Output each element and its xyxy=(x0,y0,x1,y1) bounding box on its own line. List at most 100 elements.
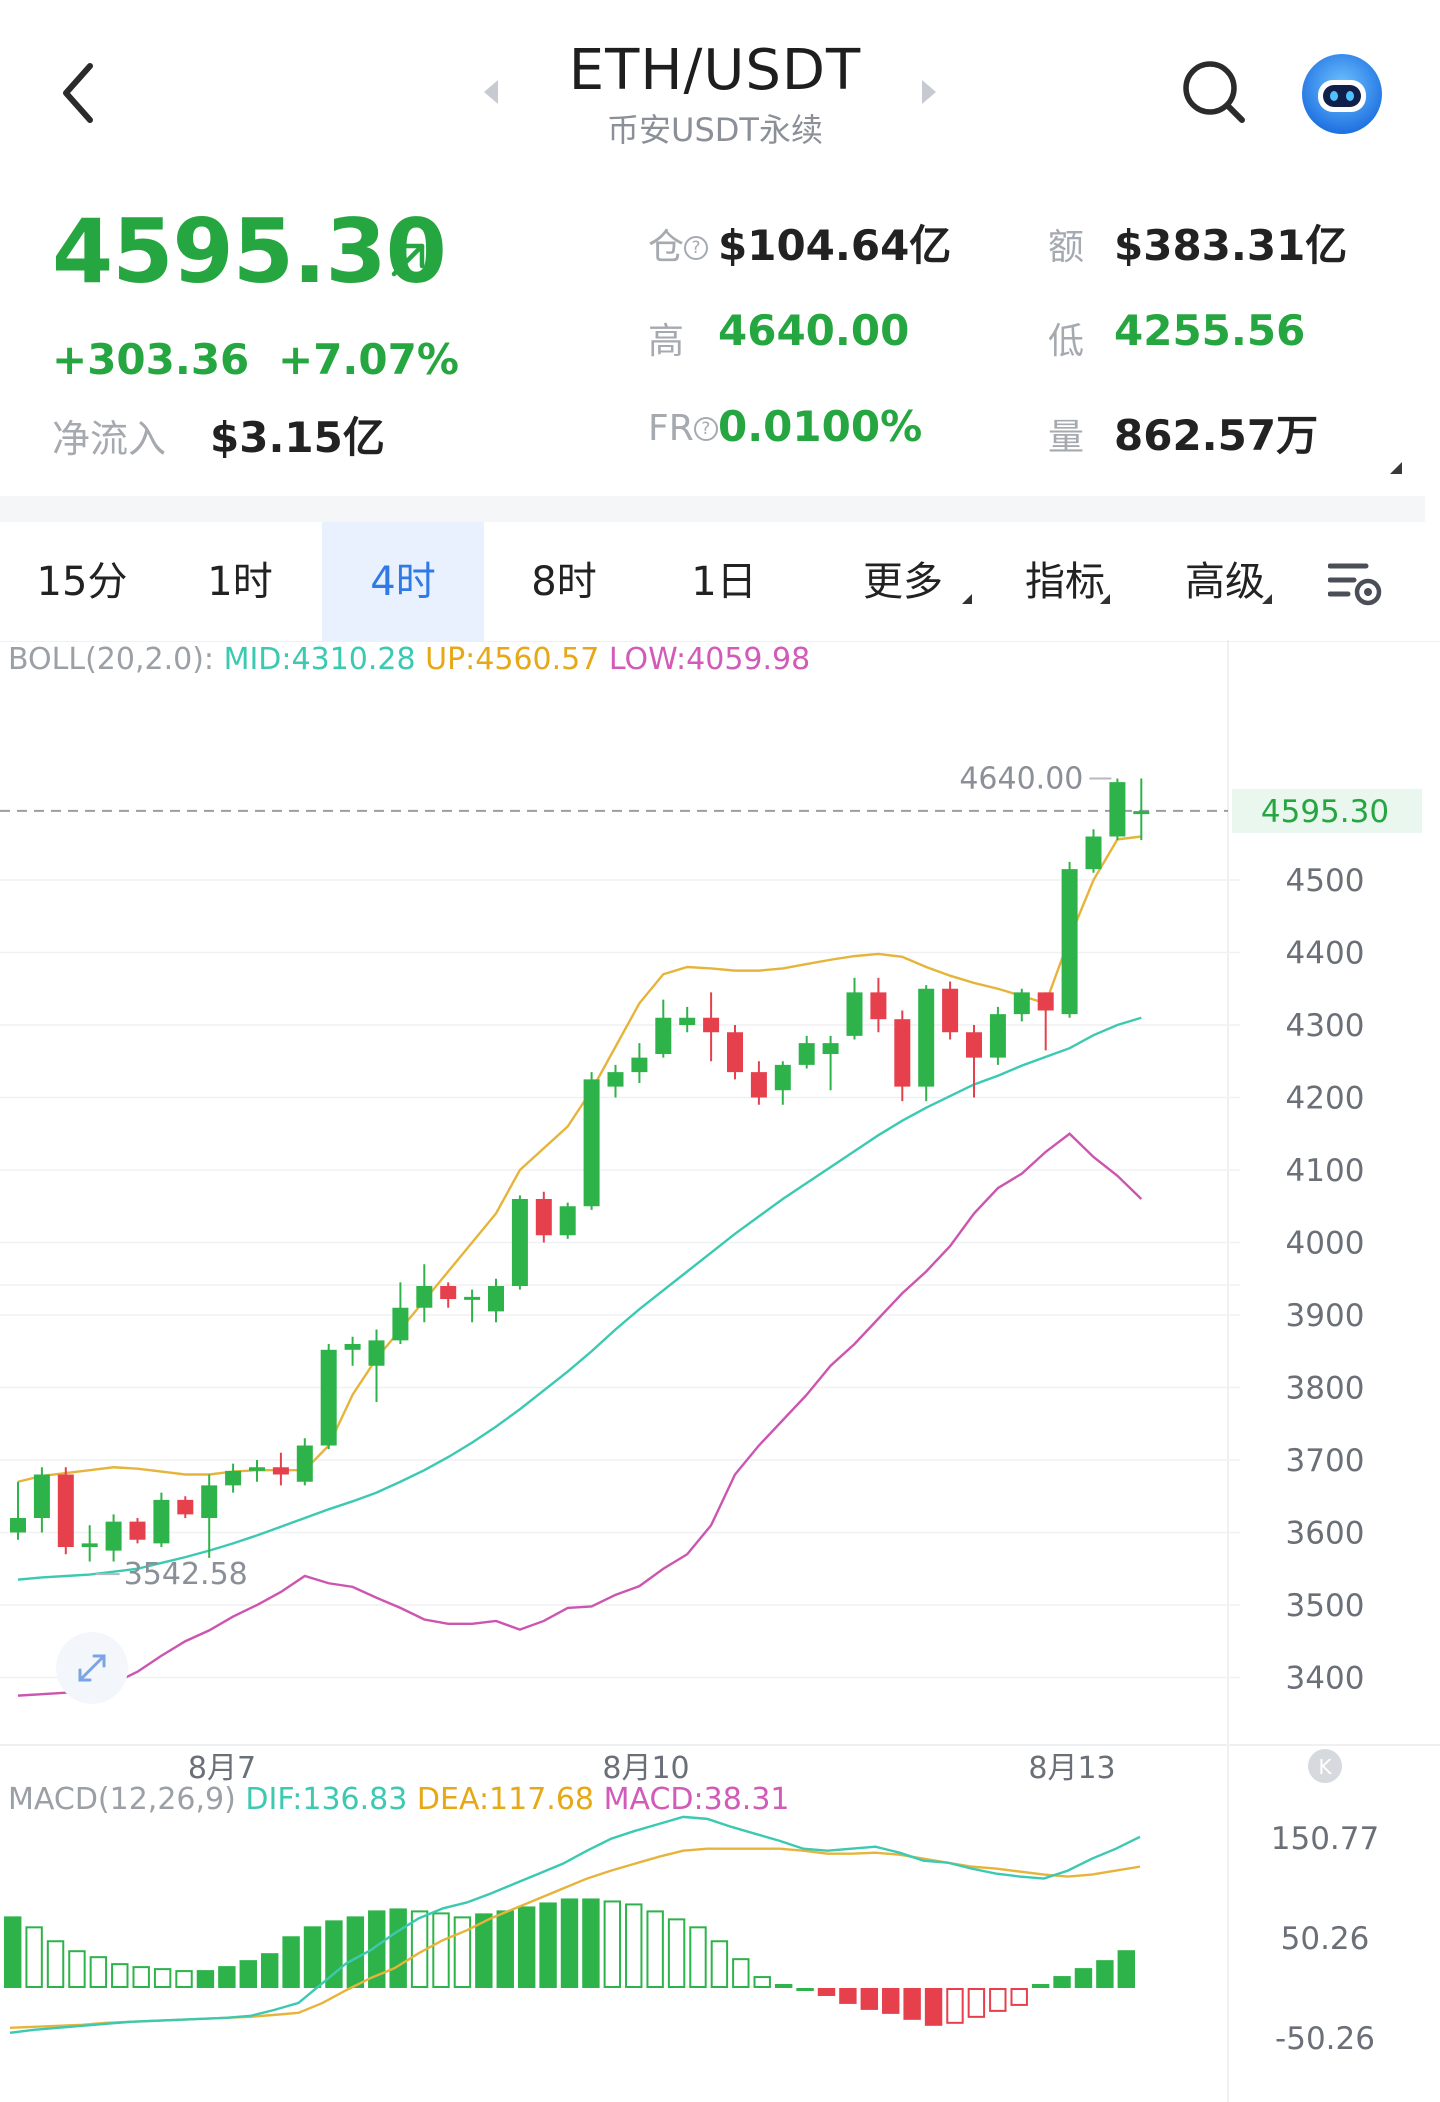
high-value: 4640.00 xyxy=(718,306,910,355)
price-axis-label: 4100 xyxy=(1286,1153,1365,1189)
tab-4h[interactable]: 4时 xyxy=(322,522,484,642)
macd-histogram-bar xyxy=(1117,1950,1135,1989)
macd-histogram-bar xyxy=(218,1966,236,1989)
macd-histogram-bar xyxy=(582,1898,600,1989)
chart-settings-icon[interactable] xyxy=(1328,560,1384,610)
candlestick-chart[interactable]: 4500 4400 4300 4200 4100 4000 3900 3800 3700 3600… xyxy=(0,640,1440,2102)
turnover-value: $383.31亿 xyxy=(1114,221,1348,270)
volume-label: 量 xyxy=(1048,417,1085,458)
funding-rate-value: 0.0100% xyxy=(718,402,923,451)
tab-15m[interactable]: 15分 xyxy=(36,559,128,605)
net-inflow-label: 净流入 xyxy=(52,417,167,461)
macd-histogram-bar xyxy=(153,1968,172,1989)
candle-bullish xyxy=(846,992,863,1036)
candle-bullish xyxy=(607,1072,624,1087)
macd-name: MACD(12,26,9) xyxy=(8,1782,236,1817)
tab-1h[interactable]: 1时 xyxy=(207,559,273,605)
assistant-robot-icon[interactable] xyxy=(1300,52,1384,136)
candle-bullish xyxy=(320,1349,337,1446)
low-value: 4255.56 xyxy=(1114,306,1306,355)
macd-histogram-bar xyxy=(175,1970,193,1989)
back-arrow-icon[interactable] xyxy=(52,58,104,128)
candle-bullish xyxy=(1133,811,1150,815)
macd-histogram-bar xyxy=(625,1903,643,1989)
tab-indicators[interactable]: 指标 xyxy=(990,522,1140,642)
dropdown-corner-icon xyxy=(1100,594,1110,604)
candle-bearish xyxy=(177,1499,194,1515)
macd-histogram-bar xyxy=(25,1926,43,1989)
dropdown-corner-icon xyxy=(962,594,972,604)
date-axis-label: 8月10 xyxy=(602,1751,689,1786)
macd-histogram-bar xyxy=(282,1936,300,1989)
macd-histogram-bar xyxy=(989,1988,1007,2012)
macd-histogram-bar xyxy=(1031,1984,1050,1989)
candle-bullish xyxy=(511,1199,528,1286)
price-axis-label: 4400 xyxy=(1286,936,1365,972)
boll-legend[interactable]: BOLL(20,2.0): MID:4310.28 UP:4560.57 LOW… xyxy=(8,642,810,677)
boll-name: BOLL(20,2.0): xyxy=(8,642,215,677)
search-icon[interactable] xyxy=(1180,58,1248,126)
net-inflow-value: $3.15亿 xyxy=(210,413,385,462)
current-price-tag-bg xyxy=(1232,788,1422,833)
price-axis-label: 4500 xyxy=(1286,863,1365,899)
market-subtitle: 币安USDT永续 xyxy=(607,111,823,149)
candle-bearish xyxy=(870,992,887,1020)
boll-mid: MID:4310.28 xyxy=(223,642,416,677)
macd-histogram-bar xyxy=(196,1970,215,1989)
pair-title: ETH/USDT xyxy=(568,38,862,103)
macd-histogram-bar xyxy=(689,1926,707,1989)
candle-bullish xyxy=(918,988,935,1087)
macd-histogram-bar xyxy=(453,1916,472,1989)
macd-axis-label: 150.77 xyxy=(1271,1821,1379,1857)
macd-histogram-bar xyxy=(132,1966,150,1989)
candle-bullish xyxy=(1109,782,1126,837)
price-axis-label: 3800 xyxy=(1286,1371,1365,1407)
candle-bullish xyxy=(1061,869,1078,1015)
macd-histogram-bar xyxy=(1074,1968,1093,1989)
price-axis-label: 3900 xyxy=(1286,1298,1365,1334)
candle-bullish xyxy=(798,1043,815,1065)
macd-histogram-bar xyxy=(882,1988,900,2014)
expand-stats-icon[interactable] xyxy=(1390,462,1402,474)
help-icon[interactable]: ? xyxy=(693,417,718,441)
open-interest-label-text: 仓 xyxy=(648,227,685,268)
next-pair-icon[interactable] xyxy=(920,78,938,106)
pair-selector[interactable]: ETH/USDT 币安USDT永续 xyxy=(520,38,910,151)
candle-bullish xyxy=(392,1307,409,1341)
macd-histogram-bar xyxy=(839,1988,857,2004)
macd-histogram-bar xyxy=(46,1940,65,1989)
help-icon[interactable]: ? xyxy=(684,236,709,260)
macd-histogram-bar xyxy=(368,1910,386,1989)
timeframe-tabs: 15分 1时 4时 8时 1日 更多 指标 高级 xyxy=(0,522,1440,642)
macd-histogram-bar xyxy=(475,1913,493,1989)
candle-bullish xyxy=(1085,836,1102,870)
boll-low: LOW:4059.98 xyxy=(608,642,811,677)
price-change-percent: +7.07% xyxy=(278,335,459,384)
tab-advanced[interactable]: 高级 xyxy=(1150,522,1300,642)
low-marker-label: 3542.58 xyxy=(124,1557,248,1592)
candle-bullish xyxy=(81,1543,98,1547)
macd-histogram-bar xyxy=(667,1918,686,1989)
candle-bullish xyxy=(153,1499,170,1544)
boll-lower-line xyxy=(17,1132,1143,1697)
tab-8h[interactable]: 8时 xyxy=(531,559,597,605)
tab-1d[interactable]: 1日 xyxy=(691,559,757,605)
price-axis-label: 4000 xyxy=(1286,1226,1365,1262)
candle-bullish xyxy=(249,1467,265,1471)
section-divider xyxy=(0,496,1425,522)
price-axis-label: 4200 xyxy=(1286,1081,1365,1117)
macd-histogram-bar xyxy=(496,1910,514,1989)
macd-legend[interactable]: MACD(12,26,9) DIF:136.83 DEA:117.68 MACD… xyxy=(8,1782,790,1817)
reset-zoom-icon: K xyxy=(1318,1755,1332,1779)
candle-bullish xyxy=(225,1470,242,1486)
macd-axis-label: -50.26 xyxy=(1275,2021,1375,2057)
previous-pair-icon[interactable] xyxy=(482,78,500,106)
tab-more[interactable]: 更多 xyxy=(828,522,978,642)
macd-histogram-bar xyxy=(924,1988,943,2026)
price-axis-label: 4300 xyxy=(1286,1008,1365,1044)
macd-histogram-bar xyxy=(603,1900,622,1989)
funding-rate-label-text: FR xyxy=(648,408,694,449)
macd-histogram-bar xyxy=(796,1988,814,1992)
candle-bullish xyxy=(33,1474,50,1518)
candle-bearish xyxy=(966,1032,982,1058)
